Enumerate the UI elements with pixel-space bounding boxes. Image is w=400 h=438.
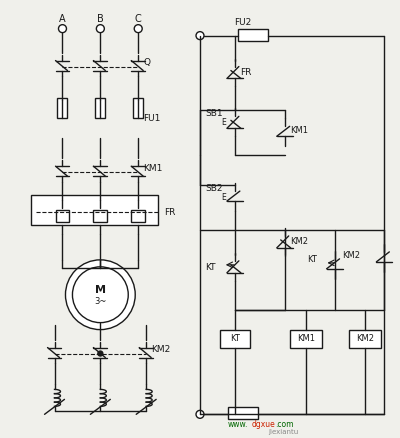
Text: dgxue: dgxue [252, 420, 276, 429]
Text: jiexiantu: jiexiantu [268, 429, 298, 435]
Bar [30, 195, 158, 225]
Bar [133, 99, 143, 118]
Text: KT: KT [230, 334, 240, 343]
Circle shape [134, 25, 142, 33]
Bar [238, 28, 268, 41]
Circle shape [98, 351, 103, 356]
Text: KM1: KM1 [290, 126, 308, 135]
Bar [290, 330, 322, 347]
Circle shape [196, 32, 204, 39]
Circle shape [72, 267, 128, 323]
Text: FU1: FU1 [143, 114, 160, 123]
Text: C: C [135, 14, 142, 24]
Text: KT: KT [205, 263, 216, 272]
Bar [228, 407, 258, 419]
Text: A: A [59, 14, 66, 24]
Text: FU2: FU2 [234, 18, 252, 27]
Text: KT: KT [307, 255, 316, 265]
Text: B: B [97, 14, 104, 24]
Text: FR: FR [240, 68, 251, 77]
Bar [131, 210, 145, 222]
Text: FR: FR [164, 208, 176, 216]
Text: www.: www. [228, 420, 248, 429]
Text: SB2: SB2 [205, 184, 222, 193]
Text: KM2: KM2 [342, 251, 360, 260]
Text: KM1: KM1 [297, 334, 315, 343]
Bar [350, 330, 381, 347]
Text: KM2: KM2 [151, 345, 170, 354]
Text: KM2: KM2 [290, 237, 308, 247]
Bar [56, 210, 70, 222]
Bar [58, 99, 68, 118]
Text: Q: Q [143, 58, 150, 67]
Text: SB1: SB1 [205, 109, 223, 118]
Circle shape [58, 25, 66, 33]
Text: E: E [221, 118, 226, 127]
Text: M: M [95, 285, 106, 295]
Bar [220, 330, 250, 347]
Bar [93, 210, 107, 222]
Text: 3~: 3~ [94, 297, 106, 306]
Circle shape [96, 25, 104, 33]
Text: .com: .com [275, 420, 293, 429]
Bar [95, 99, 105, 118]
Text: E: E [221, 193, 226, 201]
Circle shape [66, 260, 135, 330]
Text: KM1: KM1 [143, 164, 162, 173]
Circle shape [196, 410, 204, 418]
Text: KM2: KM2 [356, 334, 374, 343]
